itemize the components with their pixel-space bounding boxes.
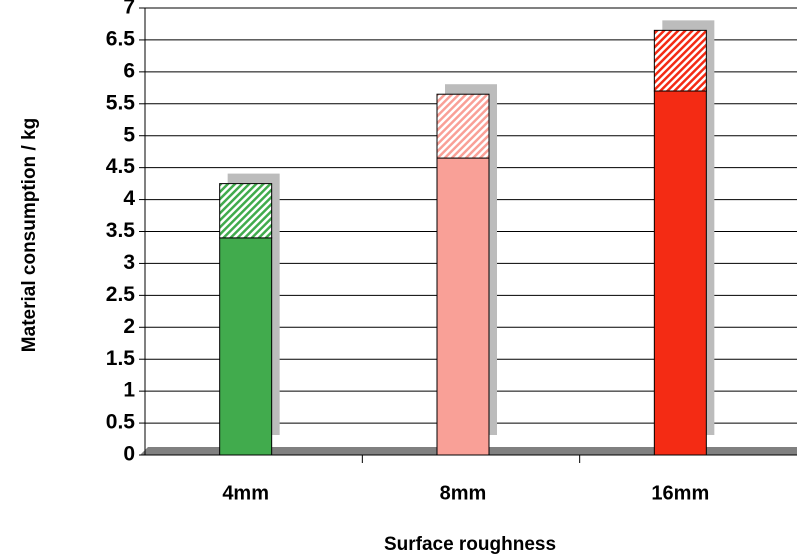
y-tick-label: 0.5 bbox=[106, 411, 136, 434]
x-tick-label: 4mm bbox=[222, 482, 269, 504]
y-tick-label: 5 bbox=[123, 123, 135, 146]
bar-segment bbox=[654, 91, 706, 455]
bar-segment bbox=[220, 184, 272, 238]
y-tick-label: 6.5 bbox=[106, 27, 136, 50]
x-tick-label: 8mm bbox=[440, 482, 487, 504]
y-tick-label: 1.5 bbox=[106, 347, 136, 370]
y-tick-label: 2.5 bbox=[106, 283, 136, 306]
y-tick-label: 3.5 bbox=[106, 219, 136, 242]
y-tick-label: 5.5 bbox=[106, 91, 136, 114]
chart: Surface roughness Material consumption /… bbox=[0, 0, 797, 558]
y-tick-label: 0 bbox=[123, 443, 135, 466]
bar-segment bbox=[654, 30, 706, 91]
bar-segment bbox=[437, 158, 489, 455]
x-axis-title: Surface roughness bbox=[384, 534, 556, 555]
bar-segment bbox=[220, 238, 272, 455]
y-tick-label: 2 bbox=[123, 315, 135, 338]
bar-segment bbox=[437, 94, 489, 158]
y-tick-label: 3 bbox=[123, 251, 135, 274]
y-tick-label: 1 bbox=[123, 379, 135, 402]
x-tick-label: 16mm bbox=[651, 482, 709, 504]
y-tick-label: 4 bbox=[123, 187, 135, 210]
y-tick-label: 6 bbox=[123, 59, 135, 82]
y-axis-title: Material consumption / kg bbox=[19, 118, 40, 352]
y-tick-label: 7 bbox=[123, 0, 135, 19]
y-tick-label: 4.5 bbox=[106, 155, 136, 178]
